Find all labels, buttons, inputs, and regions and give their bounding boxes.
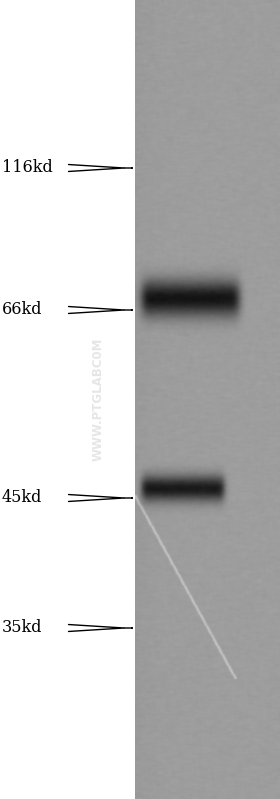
Text: 116kd: 116kd xyxy=(2,160,53,177)
Text: 45kd: 45kd xyxy=(2,490,42,507)
Text: WWW.PTGLABC0M: WWW.PTGLABC0M xyxy=(92,338,104,461)
Text: 66kd: 66kd xyxy=(2,301,43,319)
Text: 35kd: 35kd xyxy=(2,619,43,637)
